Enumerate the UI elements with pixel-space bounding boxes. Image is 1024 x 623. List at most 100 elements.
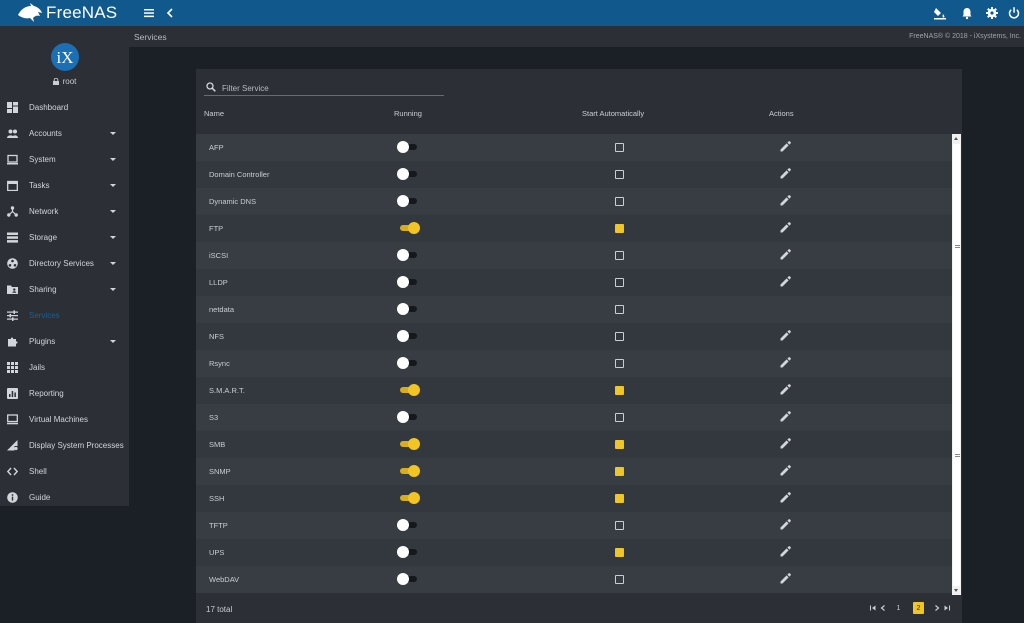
start-automatically-checkbox[interactable] [615,440,624,449]
first-page-icon[interactable] [868,602,878,614]
edit-pencil-icon[interactable] [780,141,792,153]
running-toggle[interactable] [397,492,421,504]
running-toggle[interactable] [397,573,421,585]
running-toggle[interactable] [397,519,421,531]
column-header-running[interactable]: Running [394,109,422,118]
sidebar-item-virtual-machines[interactable]: Virtual Machines [0,406,129,432]
edit-pencil-icon[interactable] [780,222,792,234]
sidebar-item-storage[interactable]: Storage [0,224,129,250]
filter-field[interactable] [204,81,444,96]
start-automatically-checkbox[interactable] [615,170,624,179]
start-automatically-checkbox[interactable] [615,278,624,287]
caret-down-icon[interactable] [110,131,116,135]
chevron-left-icon[interactable] [162,5,178,21]
start-automatically-checkbox[interactable] [615,521,624,530]
running-toggle[interactable] [397,195,421,207]
column-header-start-automatically[interactable]: Start Automatically [582,109,645,118]
caret-down-icon[interactable] [110,157,116,161]
sidebar-item-label: Tasks [29,180,50,190]
sidebar-item-accounts[interactable]: Accounts [0,120,129,146]
start-automatically-checkbox[interactable] [615,224,624,233]
sidebar-item-services[interactable]: Services [0,302,129,328]
ix-avatar-icon: iX [51,43,79,71]
power-icon[interactable] [1006,5,1022,21]
start-automatically-checkbox[interactable] [615,143,624,152]
start-automatically-checkbox[interactable] [615,467,624,476]
edit-pencil-icon[interactable] [780,465,792,477]
start-automatically-checkbox[interactable] [615,413,624,422]
start-automatically-checkbox[interactable] [615,305,624,314]
start-automatically-checkbox[interactable] [615,251,624,260]
column-header-name[interactable]: Name [204,109,225,118]
caret-down-icon[interactable] [110,287,116,291]
edit-pencil-icon[interactable] [780,249,792,261]
sidebar-item-dashboard[interactable]: Dashboard [0,94,129,120]
edit-pencil-icon[interactable] [780,411,792,423]
start-automatically-checkbox[interactable] [615,548,624,557]
running-toggle[interactable] [397,141,421,153]
start-automatically-checkbox[interactable] [615,386,624,395]
running-toggle[interactable] [397,168,421,180]
running-toggle[interactable] [397,465,421,477]
running-toggle[interactable] [397,222,421,234]
scroll-down-arrow-icon[interactable] [954,589,958,592]
edit-pencil-icon[interactable] [780,276,792,288]
sidebar-item-guide[interactable]: Guide [0,484,129,510]
edit-pencil-icon[interactable] [780,195,792,207]
edit-pencil-icon[interactable] [780,330,792,342]
edit-pencil-icon[interactable] [780,492,792,504]
theme-bucket-icon[interactable] [932,5,948,21]
edit-pencil-icon[interactable] [780,573,792,585]
edit-pencil-icon[interactable] [780,384,792,396]
running-toggle[interactable] [397,303,421,315]
sidebar-item-shell[interactable]: Shell [0,458,129,484]
page-1-button[interactable]: 1 [896,604,901,612]
edit-pencil-icon[interactable] [780,546,792,558]
bell-icon[interactable] [959,5,975,21]
sidebar-item-reporting[interactable]: Reporting [0,380,129,406]
running-toggle[interactable] [397,438,421,450]
start-automatically-checkbox[interactable] [615,359,624,368]
running-toggle[interactable] [397,249,421,261]
caret-down-icon[interactable] [110,209,116,213]
running-toggle[interactable] [397,330,421,342]
filter-input[interactable] [222,82,442,94]
edit-pencil-icon[interactable] [780,357,792,369]
running-toggle[interactable] [397,411,421,423]
start-automatically-checkbox[interactable] [615,197,624,206]
sidebar-item-jails[interactable]: Jails [0,354,129,380]
previous-page-icon[interactable] [878,602,888,614]
caret-down-icon[interactable] [110,235,116,239]
caret-down-icon[interactable] [110,339,116,343]
running-toggle[interactable] [397,546,421,558]
running-toggle[interactable] [397,384,421,396]
running-toggle[interactable] [397,276,421,288]
caret-down-icon[interactable] [110,261,116,265]
table-scrollbar[interactable] [952,134,961,595]
sidebar-item-network[interactable]: Network [0,198,129,224]
start-automatically-checkbox[interactable] [615,494,624,503]
next-page-icon[interactable] [932,602,942,614]
scroll-up-arrow-icon[interactable] [954,137,958,140]
menu-icon[interactable] [141,5,157,21]
sidebar-item-display-system-processes[interactable]: Display System Processes [0,432,129,458]
edit-pencil-icon[interactable] [780,438,792,450]
gear-icon[interactable] [984,5,1000,21]
edit-pencil-icon[interactable] [780,168,792,180]
services-table-card: Name Running Start Automatically Actions… [196,69,962,623]
sidebar-item-tasks[interactable]: Tasks [0,172,129,198]
page-2-button[interactable]: 2 [913,602,924,614]
edit-pencil-icon[interactable] [780,519,792,531]
sidebar-item-plugins[interactable]: Plugins [0,328,129,354]
scroll-thumb[interactable] [953,144,960,586]
running-toggle[interactable] [397,357,421,369]
caret-down-icon[interactable] [110,183,116,187]
freenas-logo[interactable]: FreeNAS [17,2,117,24]
sidebar-item-sharing[interactable]: Sharing [0,276,129,302]
last-page-icon[interactable] [942,602,952,614]
tune-icon [6,309,18,321]
start-automatically-checkbox[interactable] [615,332,624,341]
sidebar-item-directory-services[interactable]: Directory Services [0,250,129,276]
start-automatically-checkbox[interactable] [615,575,624,584]
sidebar-item-system[interactable]: System [0,146,129,172]
